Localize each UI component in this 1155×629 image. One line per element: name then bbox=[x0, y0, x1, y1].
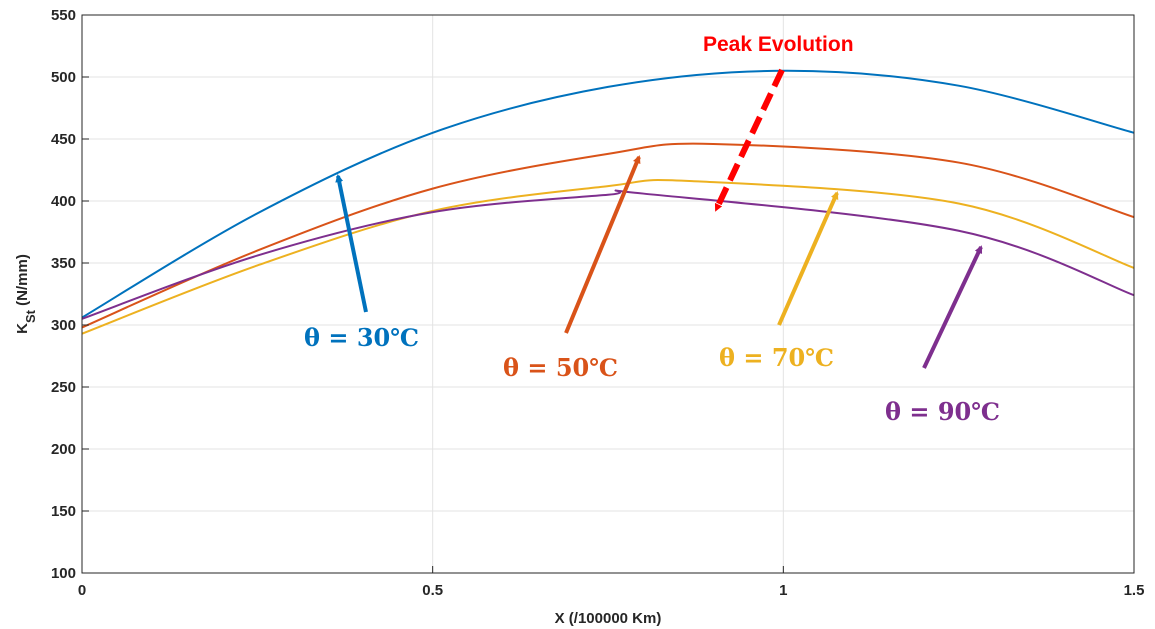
y-tick-label: 300 bbox=[51, 317, 76, 334]
annotation-arrow-50 bbox=[564, 155, 641, 334]
y-tick-label: 400 bbox=[51, 193, 76, 210]
annotation-label-70: θ = 70℃ bbox=[719, 343, 834, 372]
y-tick-label: 550 bbox=[51, 7, 76, 24]
series-group bbox=[81, 69, 1135, 335]
x-tick-label: 0.5 bbox=[422, 582, 443, 599]
y-tick-label: 500 bbox=[51, 69, 76, 86]
peak-evolution-label: Peak Evolution bbox=[703, 33, 854, 56]
x-axis-label: X (/100000 Km) bbox=[555, 610, 662, 627]
plot-area bbox=[82, 15, 1134, 573]
y-tick-label: 150 bbox=[51, 503, 76, 520]
annotation-arrow-90 bbox=[922, 245, 983, 369]
annotation-label-90: θ = 90℃ bbox=[885, 397, 1000, 426]
annotation-label-50: θ = 50℃ bbox=[503, 353, 618, 382]
annotation-label-30: θ = 30℃ bbox=[304, 323, 419, 352]
y-tick-label: 350 bbox=[51, 255, 76, 272]
annotation-arrow-30 bbox=[335, 174, 368, 313]
ticks: 0 0.5 1 1.5 100 150 200 250 300 350 400 450 500 550 bbox=[51, 7, 1144, 599]
series-line-0 bbox=[81, 69, 1135, 319]
series-line-3 bbox=[81, 189, 1135, 320]
x-tick-label: 1 bbox=[779, 582, 787, 599]
series-line-1 bbox=[81, 142, 1135, 329]
y-tick-label: 250 bbox=[51, 379, 76, 396]
series-line-2 bbox=[81, 179, 1135, 335]
y-tick-label: 100 bbox=[51, 565, 76, 582]
annotation-arrow-70 bbox=[777, 191, 839, 326]
x-tick-label: 0 bbox=[78, 582, 86, 599]
y-tick-label: 200 bbox=[51, 441, 76, 458]
grid bbox=[82, 15, 1134, 573]
y-tick-label: 450 bbox=[51, 131, 76, 148]
axes-box bbox=[81, 14, 1135, 574]
y-axis-label: KSt (N/mm) bbox=[14, 254, 38, 334]
x-tick-label: 1.5 bbox=[1124, 582, 1145, 599]
